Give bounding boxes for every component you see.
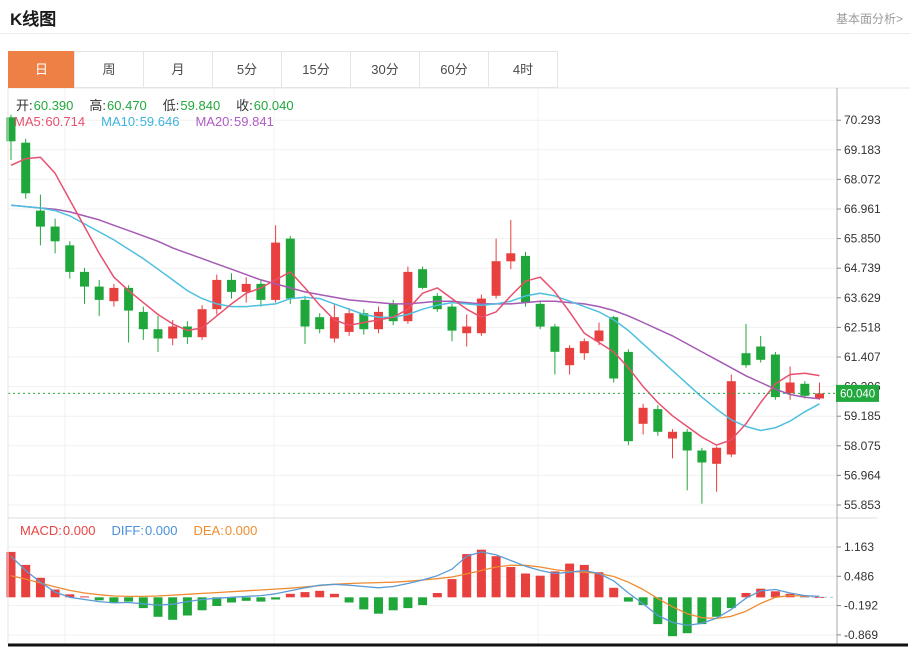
svg-text:70.293: 70.293 bbox=[844, 113, 881, 127]
page-title: K线图 bbox=[10, 10, 57, 29]
svg-text:62.518: 62.518 bbox=[844, 320, 881, 334]
tab-月[interactable]: 月 bbox=[143, 51, 213, 88]
svg-text:0.486: 0.486 bbox=[844, 569, 874, 583]
ma20-line bbox=[10, 204, 820, 400]
svg-text:65.850: 65.850 bbox=[844, 232, 881, 246]
svg-text:68.072: 68.072 bbox=[844, 172, 881, 186]
svg-text:66.961: 66.961 bbox=[844, 202, 881, 216]
tab-30分[interactable]: 30分 bbox=[350, 51, 420, 88]
tab-日[interactable]: 日 bbox=[8, 51, 75, 88]
svg-text:58.075: 58.075 bbox=[844, 439, 881, 453]
tab-5分[interactable]: 5分 bbox=[212, 51, 282, 88]
chart-borders bbox=[7, 87, 910, 647]
svg-text:-0.869: -0.869 bbox=[844, 628, 878, 642]
ma5-line bbox=[10, 156, 820, 446]
macd-histogram bbox=[6, 549, 824, 637]
tab-15分[interactable]: 15分 bbox=[281, 51, 351, 88]
tab-周[interactable]: 周 bbox=[74, 51, 144, 88]
tab-4时[interactable]: 4时 bbox=[488, 51, 558, 88]
tab-60分[interactable]: 60分 bbox=[419, 51, 489, 88]
ma10-line bbox=[10, 204, 820, 432]
svg-text:69.183: 69.183 bbox=[844, 143, 881, 157]
price-tag: 60.040 bbox=[836, 384, 879, 402]
fundamental-analysis-link[interactable]: 基本面分析> bbox=[835, 12, 903, 26]
dea-line bbox=[10, 564, 820, 620]
svg-text:-0.192: -0.192 bbox=[844, 599, 878, 613]
svg-text:61.407: 61.407 bbox=[844, 350, 881, 364]
candles bbox=[6, 114, 824, 504]
svg-text:60.040: 60.040 bbox=[840, 388, 875, 400]
svg-text:64.739: 64.739 bbox=[844, 261, 881, 275]
svg-text:1.163: 1.163 bbox=[844, 540, 874, 554]
y-axis-labels: 70.293 69.183 68.072 66.961 65.850 64.739 63.6… bbox=[837, 113, 881, 642]
svg-text:63.629: 63.629 bbox=[844, 291, 881, 305]
svg-text:59.185: 59.185 bbox=[844, 409, 881, 423]
header-divider bbox=[0, 33, 910, 34]
gridlines bbox=[8, 88, 837, 645]
diff-line bbox=[10, 551, 820, 627]
tab-bar: 日周月 5分 15分 30分 60分 4时 bbox=[8, 51, 558, 88]
svg-text:56.964: 56.964 bbox=[844, 468, 881, 482]
svg-text:55.853: 55.853 bbox=[844, 498, 881, 512]
